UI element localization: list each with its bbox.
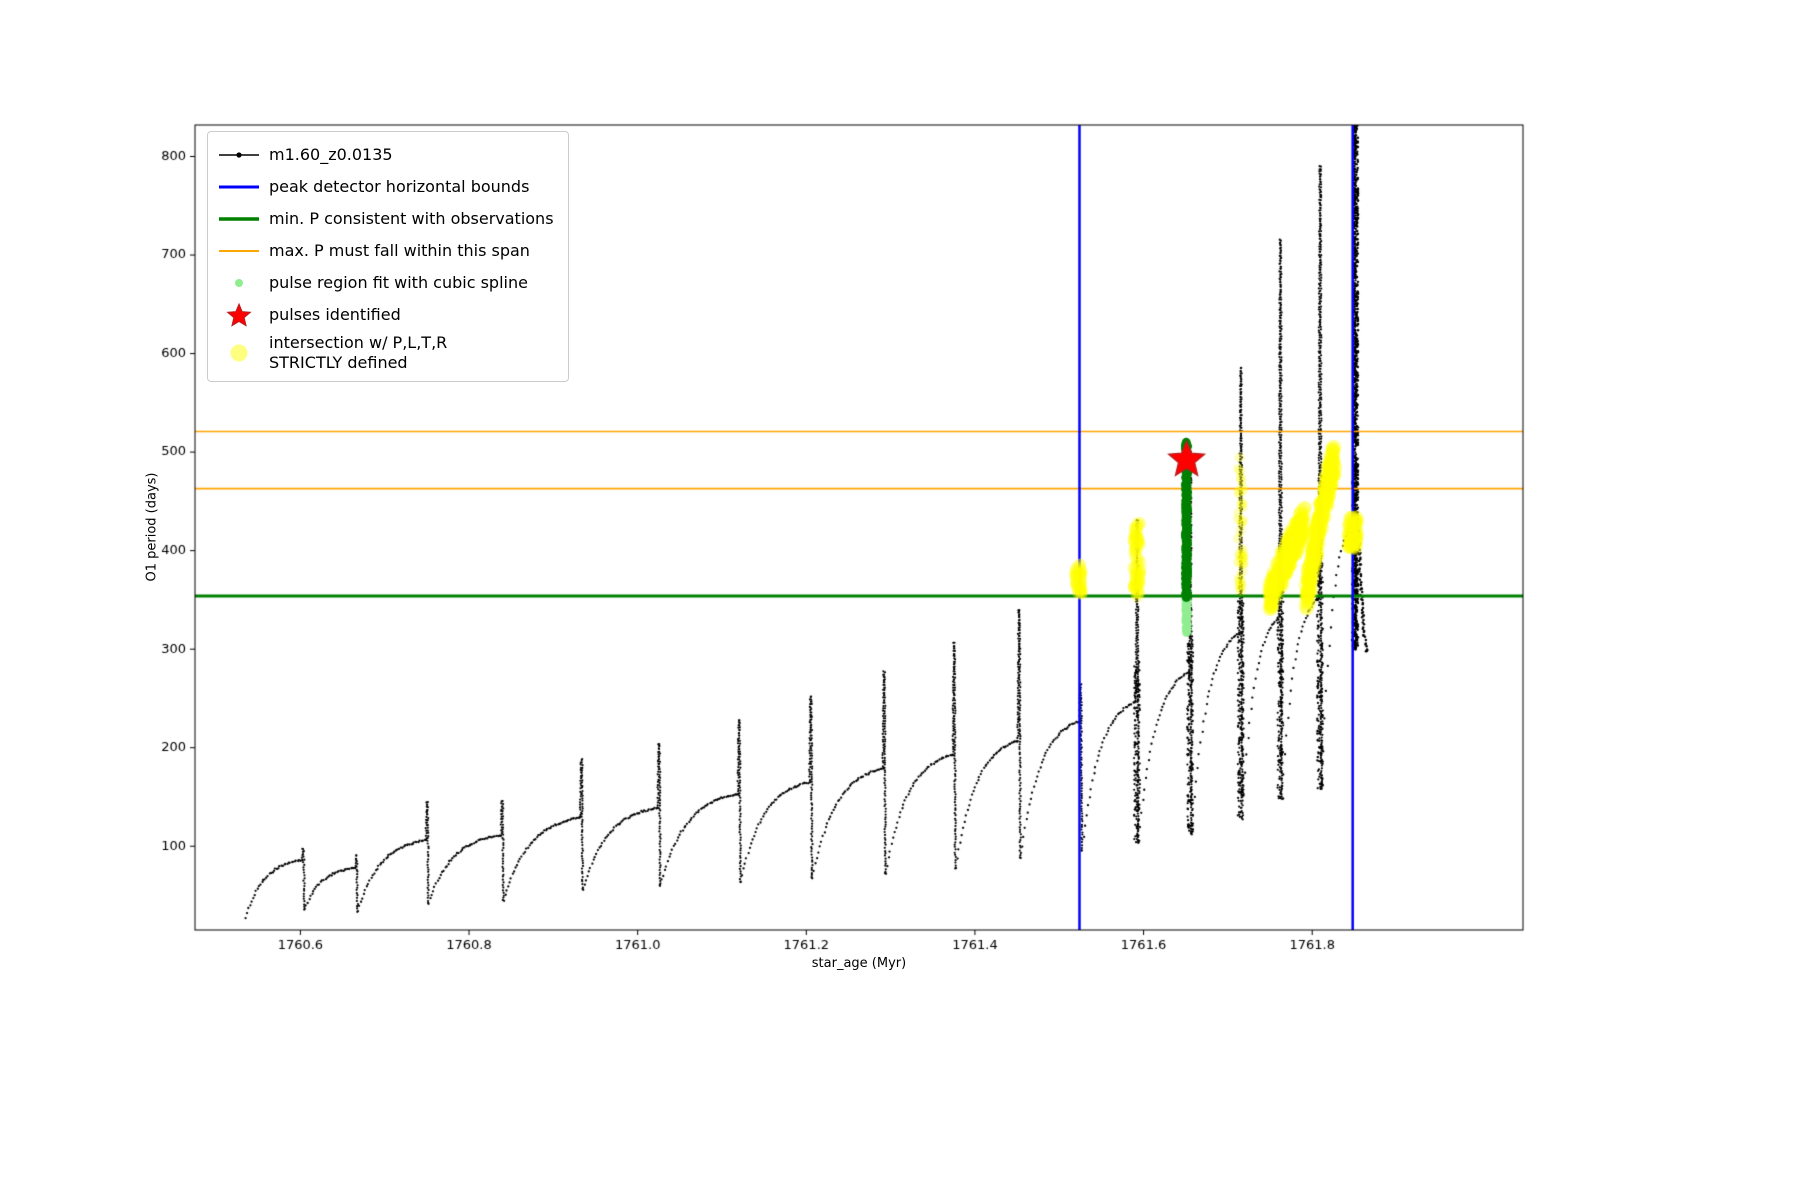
y-axis-label: O1 period (days)	[144, 472, 160, 582]
legend-item-4: pulse region fit with cubic spline	[216, 269, 554, 297]
legend-marker-line-icon	[219, 250, 259, 252]
legend-marker-line-icon	[219, 217, 259, 221]
legend-marker-dot-large-icon	[230, 344, 248, 362]
legend-item-label: pulses identified	[269, 305, 401, 325]
legend-item-label: max. P must fall within this span	[269, 241, 530, 261]
legend-item-label: intersection w/ P,L,T,R STRICTLY defined	[269, 333, 448, 372]
legend-item-label: min. P consistent with observations	[269, 209, 554, 229]
legend-item-label: peak detector horizontal bounds	[269, 177, 530, 197]
x-axis-label: star_age (Myr)	[811, 956, 907, 971]
legend-item-label: m1.60_z0.0135	[269, 145, 393, 165]
legend-marker-line-dot-icon	[219, 152, 259, 158]
legend-marker-line-icon	[219, 185, 259, 189]
legend-marker-dot-small-icon	[235, 279, 243, 287]
legend-item-label: pulse region fit with cubic spline	[269, 273, 528, 293]
legend-item-0: m1.60_z0.0135	[216, 141, 554, 169]
legend-item-3: max. P must fall within this span	[216, 237, 554, 265]
legend-item-1: peak detector horizontal bounds	[216, 173, 554, 201]
legend-item-6: intersection w/ P,L,T,R STRICTLY defined	[216, 333, 554, 372]
legend-item-2: min. P consistent with observations	[216, 205, 554, 233]
legend-item-5: pulses identified	[216, 301, 554, 329]
legend-marker-star-icon	[226, 302, 252, 327]
